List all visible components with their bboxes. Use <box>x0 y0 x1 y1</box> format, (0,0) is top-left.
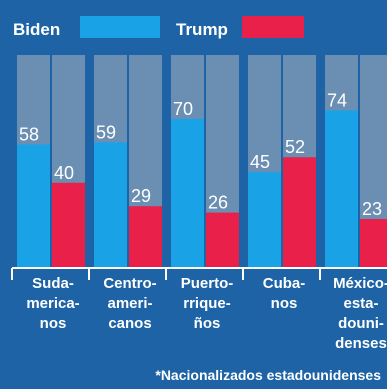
bar-trump-0 <box>52 182 85 268</box>
bar-trump-2 <box>206 212 239 268</box>
category-label-2-2: ños <box>194 315 221 332</box>
category-label-0-1: merica- <box>26 295 79 312</box>
bar-trump-1 <box>129 206 162 268</box>
bars-group: 58 40 59 29 70 26 45 52 74 23 <box>17 55 387 269</box>
data-label-biden-1: 59 <box>96 122 116 142</box>
legend-swatch-biden <box>80 16 160 38</box>
category-label-4-0: México- <box>333 275 387 292</box>
legend: Biden Trump <box>13 16 304 39</box>
bar-biden-3 <box>248 172 281 268</box>
bar-trump-3 <box>283 157 316 268</box>
footnote: *Nacionalizados estadounidenses <box>155 367 381 383</box>
data-label-biden-0: 58 <box>19 124 39 144</box>
legend-label-biden: Biden <box>13 20 60 39</box>
category-label-1-0: Centro- <box>103 275 156 292</box>
data-label-trump-1: 29 <box>131 186 151 206</box>
data-label-trump-2: 26 <box>208 193 228 213</box>
legend-swatch-trump <box>242 16 304 38</box>
category-label-3-0: Cuba- <box>263 275 306 292</box>
category-label-0-2: nos <box>40 315 67 332</box>
data-label-trump-3: 52 <box>285 137 305 157</box>
category-label-4-1: esta- <box>343 295 378 312</box>
data-label-biden-2: 70 <box>173 99 193 119</box>
legend-label-trump: Trump <box>176 20 228 39</box>
bar-biden-1 <box>94 142 127 268</box>
category-label-2-0: Puerto- <box>181 275 234 292</box>
x-axis-labels: Suda-merica-nos Centro-ameri-canos Puerto-… <box>11 268 387 352</box>
bar-biden-4 <box>325 110 358 268</box>
category-label-3-1: nos <box>271 295 298 312</box>
data-label-biden-3: 45 <box>250 152 270 172</box>
category-label-4-2: douni- <box>338 315 384 332</box>
bar-trump-4 <box>360 219 387 268</box>
category-label-0-0: Suda- <box>32 275 74 292</box>
data-label-trump-0: 40 <box>54 163 74 183</box>
category-label-1-2: canos <box>108 315 151 332</box>
category-label-4-3: denses <box>335 335 387 352</box>
bar-biden-2 <box>171 118 204 269</box>
category-label-2-1: rrique- <box>183 295 231 312</box>
category-label-1-1: ameri- <box>107 295 152 312</box>
data-label-trump-4: 23 <box>362 199 382 219</box>
bar-biden-0 <box>17 144 50 268</box>
data-label-biden-4: 74 <box>327 90 347 110</box>
